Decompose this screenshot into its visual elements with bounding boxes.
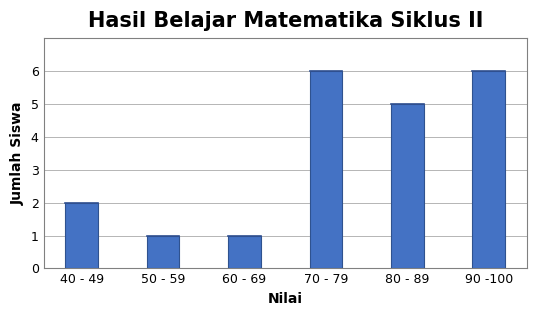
Bar [66, 203, 98, 268]
Bar [472, 71, 505, 268]
Y-axis label: Jumlah Siswa: Jumlah Siswa [11, 101, 25, 205]
Bar [391, 104, 423, 268]
Title: Hasil Belajar Matematika Siklus II: Hasil Belajar Matematika Siklus II [88, 11, 483, 31]
X-axis label: Nilai: Nilai [268, 292, 303, 306]
Bar [147, 236, 179, 268]
Bar [228, 236, 261, 268]
Bar [310, 71, 342, 268]
